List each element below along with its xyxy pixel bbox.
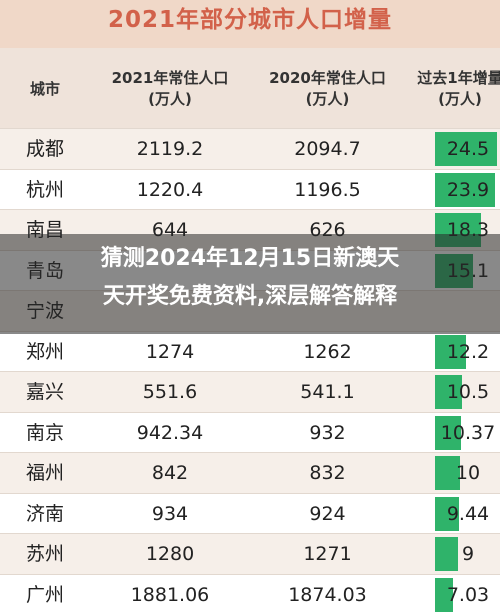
cell-city: 郑州 [0, 332, 90, 372]
cell-city: 济南 [0, 494, 90, 534]
header-city: 城市 [0, 48, 90, 128]
cell-pop-2020: 924 [250, 494, 405, 534]
cell-pop-2021: 1220.4 [90, 170, 250, 210]
header-increase-unit: (万人) [438, 88, 482, 109]
cell-pop-2021: 2119.2 [90, 129, 250, 169]
cell-pop-2021: 842 [90, 453, 250, 493]
cell-increase: 10 [436, 453, 500, 493]
cell-increase: 23.9 [436, 170, 500, 210]
cell-pop-2020: 1262 [250, 332, 405, 372]
cell-pop-2021: 1274 [90, 332, 250, 372]
header-increase: 过去1年增量 (万人) [405, 48, 500, 128]
header-2021: 2021年常住人口 (万人) [90, 48, 250, 128]
cell-increase: 24.5 [436, 129, 500, 169]
banner-line-1: 猜测2024年12月15日新澳天 [0, 240, 500, 278]
cell-increase: 7.03 [436, 575, 500, 615]
cell-pop-2020: 2094.7 [250, 129, 405, 169]
header-2021-label: 2021年常住人口 [112, 67, 229, 88]
cell-pop-2020: 1874.03 [250, 575, 405, 615]
cell-increase: 9.44 [436, 494, 500, 534]
table-header: 城市 2021年常住人口 (万人) 2020年常住人口 (万人) 过去1年增量 … [0, 48, 500, 128]
header-2021-unit: (万人) [148, 88, 192, 109]
header-city-label: 城市 [30, 78, 60, 99]
cell-city: 杭州 [0, 170, 90, 210]
cell-pop-2021: 934 [90, 494, 250, 534]
cell-pop-2020: 932 [250, 413, 405, 453]
cell-pop-2021: 1881.06 [90, 575, 250, 615]
page-title: 2021年部分城市人口增量 [0, 0, 500, 48]
cell-increase: 9 [436, 534, 500, 574]
header-2020-label: 2020年常住人口 [269, 67, 386, 88]
banner-line-2: 天开奖免费资料,深层解答解释 [0, 278, 500, 316]
cell-pop-2020: 832 [250, 453, 405, 493]
cell-city: 南京 [0, 413, 90, 453]
header-2020: 2020年常住人口 (万人) [250, 48, 405, 128]
cell-increase: 12.2 [436, 332, 500, 372]
cell-city: 广州 [0, 575, 90, 615]
cell-pop-2021: 942.34 [90, 413, 250, 453]
cell-city: 苏州 [0, 534, 90, 574]
banner-text: 猜测2024年12月15日新澳天 天开奖免费资料,深层解答解释 [0, 240, 500, 316]
cell-increase: 10.37 [436, 413, 500, 453]
cell-increase: 10.5 [436, 372, 500, 412]
cell-city: 嘉兴 [0, 372, 90, 412]
header-2020-unit: (万人) [306, 88, 350, 109]
cell-pop-2021: 1280 [90, 534, 250, 574]
header-increase-label: 过去1年增量 [417, 67, 500, 88]
cell-pop-2020: 541.1 [250, 372, 405, 412]
cell-pop-2021: 551.6 [90, 372, 250, 412]
cell-pop-2020: 1196.5 [250, 170, 405, 210]
cell-city: 成都 [0, 129, 90, 169]
cell-city: 福州 [0, 453, 90, 493]
cell-pop-2020: 1271 [250, 534, 405, 574]
